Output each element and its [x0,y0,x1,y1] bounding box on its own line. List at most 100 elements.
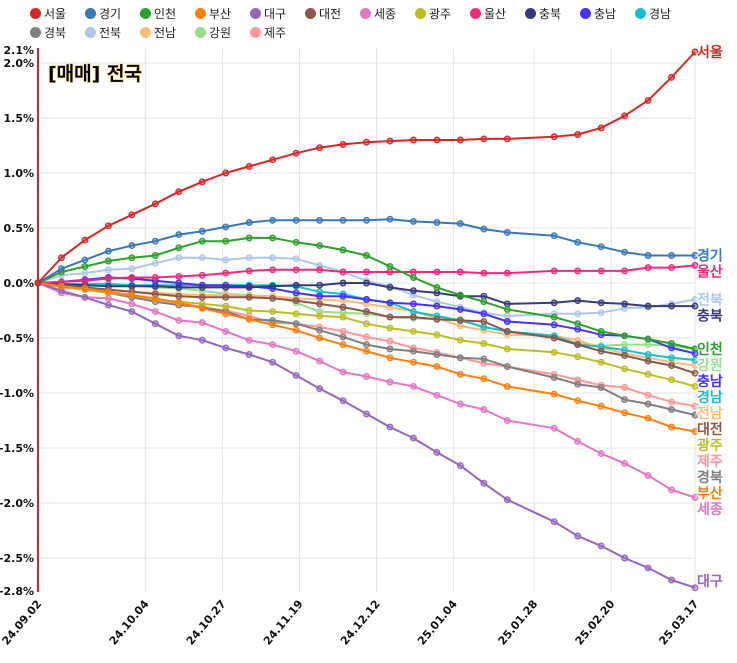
data-point[interactable] [550,232,558,240]
data-point[interactable] [363,333,370,341]
data-point[interactable] [245,336,253,344]
data-point[interactable] [621,346,629,354]
data-point[interactable] [292,371,300,379]
data-point[interactable] [245,219,253,226]
data-point[interactable] [222,344,230,352]
data-point[interactable] [550,299,558,307]
data-point[interactable] [597,243,605,251]
data-point[interactable] [269,234,277,242]
data-point[interactable] [574,320,582,328]
data-point[interactable] [339,333,347,341]
data-point[interactable] [175,316,183,324]
data-point[interactable] [433,136,441,144]
data-point[interactable] [433,289,441,297]
data-point[interactable] [644,351,652,358]
data-point[interactable] [456,354,464,362]
data-point[interactable] [597,358,605,366]
data-point[interactable] [503,318,511,325]
data-point[interactable] [386,345,394,353]
data-point[interactable] [222,283,230,291]
data-point[interactable] [292,320,300,328]
data-point[interactable] [292,238,300,246]
data-point[interactable] [363,138,370,146]
data-point[interactable] [480,323,488,331]
data-point[interactable] [316,216,324,224]
data-point[interactable] [316,334,324,342]
data-point[interactable] [363,296,370,303]
data-point[interactable] [292,255,300,263]
data-point[interactable] [128,274,136,281]
data-point[interactable] [339,327,347,335]
data-point[interactable] [691,302,699,310]
data-point[interactable] [34,279,42,287]
data-point[interactable] [550,518,558,526]
data-point[interactable] [503,135,511,143]
legend-item[interactable]: 대전 [305,5,360,22]
data-point[interactable] [245,293,253,301]
data-point[interactable] [574,131,582,138]
data-point[interactable] [644,414,652,422]
data-point[interactable] [245,307,253,314]
data-point[interactable] [691,584,699,592]
data-point[interactable] [433,351,441,358]
data-point[interactable] [198,293,206,301]
data-point[interactable] [409,313,417,321]
data-point[interactable] [644,252,652,259]
data-point[interactable] [409,217,417,225]
data-point[interactable] [339,368,347,376]
data-point[interactable] [222,269,230,277]
data-point[interactable] [597,124,605,132]
data-point[interactable] [198,304,206,312]
data-point[interactable] [621,332,629,340]
data-point[interactable] [597,309,605,317]
data-point[interactable] [292,149,300,157]
data-point[interactable] [58,265,65,273]
data-point[interactable] [480,292,488,300]
data-point[interactable] [151,320,159,328]
data-point[interactable] [597,384,605,391]
legend-item[interactable]: 울산 [470,5,525,22]
data-point[interactable] [644,357,652,365]
data-point[interactable] [433,219,441,226]
data-point[interactable] [644,472,652,479]
data-point[interactable] [574,267,582,275]
data-point[interactable] [245,254,253,262]
data-point[interactable] [621,384,629,391]
legend-item[interactable]: 부산 [195,5,250,22]
data-point[interactable] [409,274,417,281]
data-point[interactable] [691,369,699,377]
data-point[interactable] [269,156,277,164]
data-point[interactable] [480,355,488,363]
data-point[interactable] [409,434,417,442]
data-point[interactable] [597,402,605,410]
data-point[interactable] [292,289,300,297]
data-point[interactable] [480,298,488,306]
legend-item[interactable]: 대구 [250,5,305,22]
data-point[interactable] [550,321,558,329]
legend-item[interactable]: 강원 [195,24,250,41]
data-point[interactable] [621,396,629,404]
data-point[interactable] [269,294,277,302]
data-point[interactable] [81,293,89,301]
data-point[interactable] [292,347,300,355]
data-point[interactable] [574,532,582,540]
data-point[interactable] [339,140,347,148]
data-point[interactable] [386,263,394,270]
data-point[interactable] [292,281,300,289]
legend-item[interactable]: 서울 [30,5,85,22]
data-point[interactable] [339,397,347,405]
data-point[interactable] [550,390,558,398]
data-point[interactable] [245,162,253,170]
data-point[interactable] [363,216,370,224]
data-point[interactable] [339,268,347,276]
data-point[interactable] [691,261,699,269]
data-point[interactable] [386,268,394,276]
data-point[interactable] [574,341,582,349]
data-point[interactable] [269,282,277,290]
data-point[interactable] [668,340,675,347]
data-point[interactable] [269,254,277,262]
data-point[interactable] [339,279,347,287]
data-point[interactable] [503,305,511,313]
data-point[interactable] [386,283,394,291]
data-point[interactable] [198,336,206,344]
